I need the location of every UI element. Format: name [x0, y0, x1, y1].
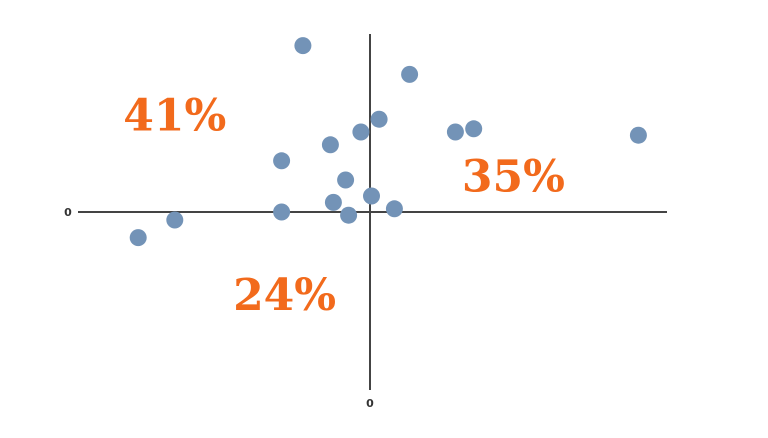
data-point-4 — [352, 123, 370, 141]
data-point-12 — [324, 193, 342, 211]
data-point-2 — [401, 65, 419, 83]
data-point-17 — [129, 229, 147, 247]
data-point-3 — [370, 110, 388, 128]
data-points — [129, 37, 647, 247]
data-point-16 — [166, 211, 184, 229]
quadrant-labels: 41% 35% 24% — [123, 91, 565, 321]
quadrant-label-2: 35% — [462, 152, 565, 203]
data-point-13 — [385, 200, 403, 218]
data-point-10 — [337, 171, 355, 189]
data-point-8 — [629, 126, 647, 144]
data-point-5 — [321, 136, 339, 154]
quadrant-label-3: 24% — [233, 270, 336, 321]
data-point-7 — [465, 120, 483, 138]
data-point-9 — [273, 152, 291, 170]
data-point-15 — [273, 203, 291, 221]
data-point-14 — [340, 206, 358, 224]
quadrant-label-1: 41% — [123, 91, 226, 142]
data-point-6 — [446, 123, 464, 141]
y-axis-zero-label: 0 — [64, 206, 72, 219]
x-axis-zero-label: 0 — [366, 397, 374, 410]
data-point-11 — [363, 187, 380, 205]
data-point-1 — [294, 37, 312, 55]
